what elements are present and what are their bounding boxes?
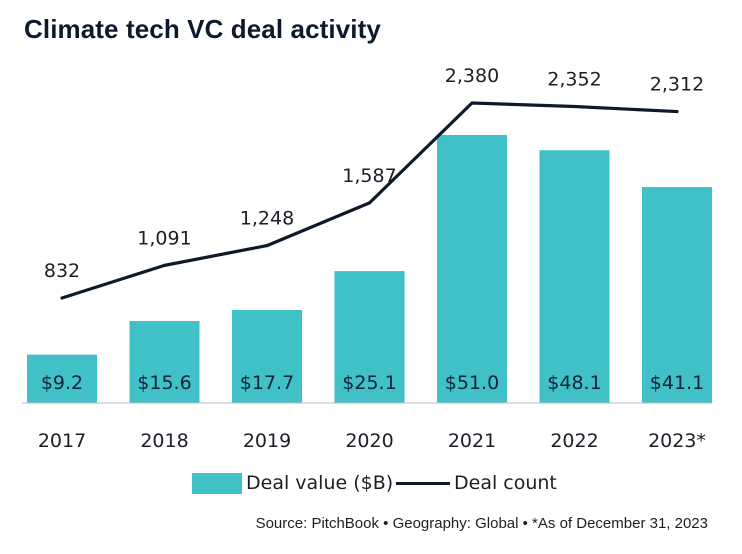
deal-count-point-2021 bbox=[470, 101, 474, 105]
deal-count-label: 2,380 bbox=[445, 65, 499, 87]
bar-2017 bbox=[27, 354, 97, 403]
deal-count-label: 1,587 bbox=[342, 165, 396, 187]
x-tick-label: 2022 bbox=[550, 430, 598, 452]
bar-value-label: $25.1 bbox=[342, 372, 396, 394]
deal-count-point-2017 bbox=[60, 296, 64, 300]
deal-count-point-2023* bbox=[675, 110, 679, 114]
deal-count-label: 832 bbox=[44, 260, 80, 282]
bar-value-label: $17.7 bbox=[240, 372, 294, 394]
bar-2023* bbox=[642, 187, 712, 403]
deal-count-point-2018 bbox=[163, 263, 166, 267]
legend-label-deal-value: Deal value ($B) bbox=[246, 472, 394, 494]
chart-title: Climate tech VC deal activity bbox=[24, 14, 381, 44]
x-tick-label: 2020 bbox=[345, 430, 393, 452]
legend-item-deal-count: Deal count bbox=[396, 468, 557, 498]
bar-2021 bbox=[437, 135, 507, 403]
bar-value-label: $9.2 bbox=[41, 372, 83, 394]
deal-count-point-2020 bbox=[368, 201, 371, 205]
bar-2020 bbox=[334, 271, 405, 403]
chart-plot: $9.2 $15.6 $17.7 $25.1 $51.0 $48.1 $41.1 2017 20… bbox=[22, 65, 712, 452]
deal-count-label: 2,352 bbox=[547, 69, 601, 91]
x-tick-label: 2017 bbox=[38, 430, 86, 452]
deal-count-label: 1,091 bbox=[137, 227, 191, 249]
bar-value-label: $15.6 bbox=[137, 372, 191, 394]
bar-value-label: $48.1 bbox=[547, 372, 601, 394]
deal-count-point-2019 bbox=[265, 244, 269, 248]
x-tick-label: 2019 bbox=[243, 430, 291, 452]
bar-2018 bbox=[129, 321, 200, 403]
x-tick-label: 2023* bbox=[648, 430, 706, 452]
deal-count-point-2022 bbox=[573, 105, 576, 109]
deal-count-label: 1,248 bbox=[240, 208, 294, 230]
deal-count-label: 2,312 bbox=[650, 74, 704, 96]
legend-swatch-bar bbox=[192, 472, 242, 494]
legend-item-deal-value: Deal value ($B) bbox=[192, 468, 393, 498]
bar-2019 bbox=[232, 309, 302, 403]
bar-2022 bbox=[539, 150, 610, 403]
source-note: Source: PitchBook • Geography: Global • … bbox=[255, 515, 708, 532]
bar-value-label: $51.0 bbox=[445, 372, 499, 394]
x-tick-label: 2021 bbox=[448, 430, 496, 452]
bar-value-label: $41.1 bbox=[650, 372, 704, 394]
legend-label-deal-count: Deal count bbox=[454, 472, 557, 494]
chart-legend: Deal value ($B) Deal count bbox=[0, 468, 742, 498]
legend-swatch-line bbox=[396, 481, 450, 485]
x-tick-label: 2018 bbox=[140, 430, 188, 452]
